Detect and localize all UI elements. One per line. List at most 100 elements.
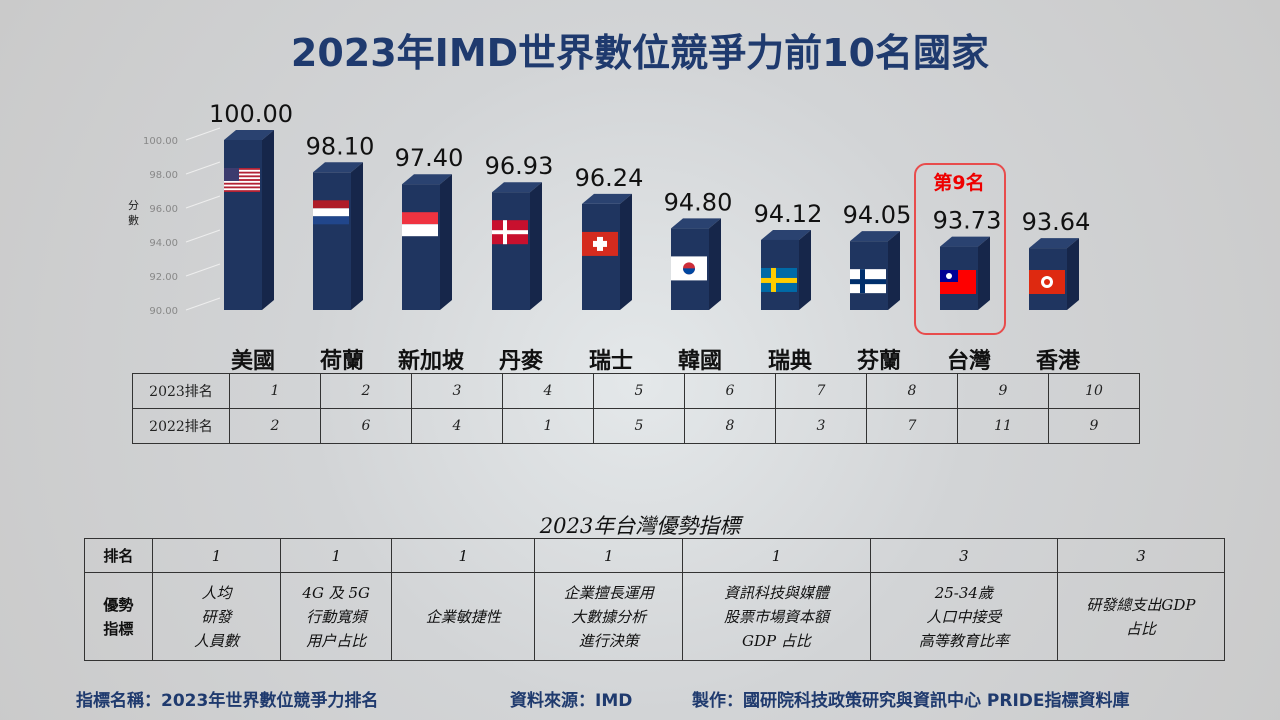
footer-source: 資料來源：IMD [510, 691, 633, 711]
advantage-rank: 3 [1056, 538, 1226, 573]
rank-cell: 3 [775, 408, 867, 444]
gridline [185, 161, 221, 175]
bar-瑞士 [582, 203, 620, 310]
y-tick-label: 100.00 [143, 136, 178, 147]
flag-us-icon [224, 168, 260, 192]
bar-top [761, 229, 811, 240]
bar-top [582, 193, 632, 204]
value-label: 98.10 [306, 132, 375, 160]
value-label: 94.12 [754, 200, 823, 228]
advantage-indicator: 人均 研發 人員數 [151, 572, 282, 661]
flag-ch-icon [582, 231, 618, 256]
rank-cell: 8 [684, 408, 776, 444]
category-label: 香港 [1035, 349, 1080, 374]
y-tick-label: 92.00 [149, 272, 178, 283]
rank-cell: 1 [502, 408, 594, 444]
rank-cell: 7 [775, 373, 867, 409]
advantage-table: 排名 1 1 1 1 1 3 3 優勢 指標 人均 研發 人員數 4G 及 5G 行動寬頻 用户占… [84, 538, 1226, 661]
bar-side [351, 162, 363, 310]
rank-row: 2022排名 2 6 4 1 5 8 3 7 11 9 [132, 408, 1140, 444]
category-label: 瑞士 [588, 349, 633, 374]
bar-top [850, 231, 900, 242]
flag-tw-icon [940, 270, 976, 294]
bar-side [262, 130, 274, 310]
bar-top [1029, 238, 1079, 249]
category-label: 丹麥 [498, 349, 543, 374]
category-label: 韓國 [677, 349, 722, 374]
bar-chart: 90.00 92.00 94.00 96.00 98.00 100.00 100.00 98.… [143, 100, 1090, 317]
rank-cell: 9 [957, 373, 1049, 409]
value-label: 97.40 [395, 144, 464, 172]
bar-丹麥 [492, 192, 530, 310]
advantage-indicator: 研發總支出GDP 占比 [1056, 572, 1226, 661]
bar-side [978, 236, 990, 310]
advantage-rank: 1 [534, 538, 684, 573]
bar-top [940, 236, 990, 247]
category-label: 新加坡 [397, 349, 464, 374]
flag-kr-icon [671, 256, 707, 281]
bar-side [799, 229, 811, 310]
y-tick-label: 94.00 [149, 238, 178, 249]
gridline [185, 229, 221, 243]
rank-cell: 8 [866, 373, 958, 409]
y-tick-label: 96.00 [149, 204, 178, 215]
bar-top [492, 182, 542, 193]
flag-sg-icon [402, 212, 438, 237]
advantage-title: 2023年台灣優勢指標 [539, 514, 741, 538]
category-label: 美國 [230, 349, 275, 374]
advantage-indicator: 4G 及 5G 行動寬頻 用户占比 [280, 572, 393, 661]
bar-荷蘭 [313, 172, 351, 310]
category-label: 芬蘭 [856, 349, 901, 374]
bar-side [530, 182, 542, 310]
rank-cell: 1 [229, 373, 321, 409]
rank-cell: 4 [411, 408, 503, 444]
flag-nl-icon [313, 200, 349, 225]
footer-producer: 製作：國研院科技政策研究與資訊中心 PRIDE指標資料庫 [692, 691, 1130, 711]
value-label: 94.80 [664, 188, 733, 216]
rank-cell: 5 [593, 408, 685, 444]
rank-cell: 11 [957, 408, 1049, 444]
rank-cell: 6 [320, 408, 412, 444]
highlight-label: 第9名 [933, 172, 985, 194]
bar-side [1067, 238, 1079, 310]
advantage-indicator: 資訊科技與媒體 股票市場資本額 GDP 占比 [682, 572, 871, 661]
highlight-box [914, 163, 1006, 335]
rank-row-label: 2023排名 [132, 373, 230, 409]
y-tick-label: 90.00 [149, 306, 178, 317]
rank-header: 排名 [84, 538, 153, 573]
rank-cell: 9 [1048, 408, 1140, 444]
value-label: 96.93 [485, 152, 554, 180]
bar-top [224, 130, 274, 140]
rank-cell: 2 [320, 373, 412, 409]
advantage-rank: 1 [682, 538, 871, 573]
rank-row-label: 2022排名 [132, 408, 230, 444]
flag-se-icon [761, 267, 797, 292]
bar-side [620, 193, 632, 310]
bar-side [709, 218, 721, 310]
gridline [185, 263, 221, 277]
rank-cell: 3 [411, 373, 503, 409]
value-label: 94.05 [843, 201, 912, 229]
bar-side [888, 231, 900, 310]
rank-cell: 5 [593, 373, 685, 409]
advantage-rank: 1 [391, 538, 536, 573]
advantage-indicator: 25-34歲 人口中接受 高等教育比率 [869, 572, 1058, 661]
rank-cell: 10 [1048, 373, 1140, 409]
advantage-rank: 1 [280, 538, 393, 573]
flag-hk-icon [1029, 270, 1065, 294]
bar-side [440, 174, 452, 310]
bar-top [671, 218, 721, 229]
advantage-rank: 1 [151, 538, 282, 573]
gridline [185, 297, 221, 311]
category-label: 荷蘭 [319, 349, 364, 374]
rank-cell: 6 [684, 373, 776, 409]
rank-cell: 4 [502, 373, 594, 409]
rank-cell: 2 [229, 408, 321, 444]
flag-fi-icon [850, 269, 886, 294]
flag-dk-icon [492, 220, 528, 245]
footer-name: 指標名稱：2023年世界數位競爭力排名 [76, 691, 379, 711]
value-label: 100.00 [209, 100, 293, 128]
y-axis-label: 分數 [128, 199, 139, 227]
advantage-indicator: 企業敏捷性 [391, 572, 536, 661]
advantage-indicator: 企業擅長運用 大數據分析 進行決策 [534, 572, 684, 661]
